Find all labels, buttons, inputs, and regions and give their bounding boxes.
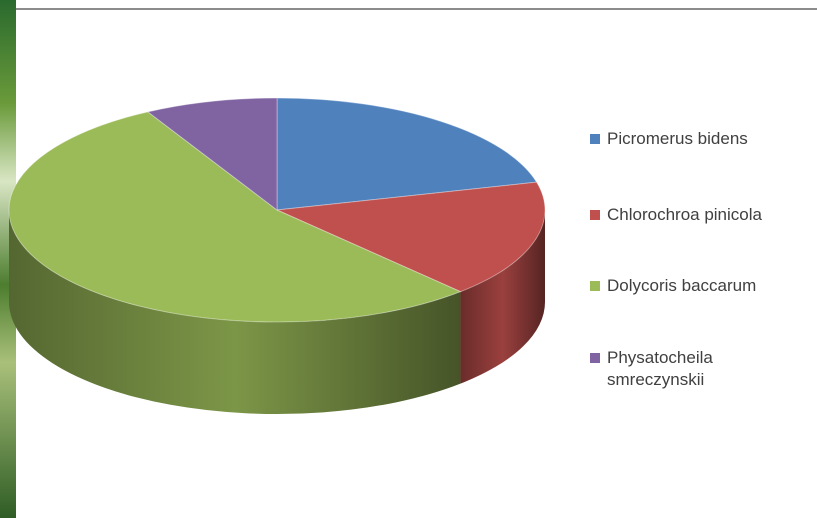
background-photo-strip (0, 0, 16, 518)
legend-swatch-picromerus-bidens (590, 134, 600, 144)
legend-label-physatocheila-smreczynskii: Physatocheila smreczynskii (607, 348, 713, 389)
pie-side-chlorochroa-pinicola (460, 210, 545, 384)
legend-label-dolycoris-baccarum: Dolycoris baccarum (607, 276, 757, 295)
pie-side-dolycoris-baccarum (9, 210, 461, 415)
legend-swatch-physatocheila-smreczynskii (590, 353, 600, 363)
pie-slices (8, 97, 546, 323)
legend-label-picromerus-bidens: Picromerus bidens (607, 129, 748, 148)
pie-sides (9, 210, 545, 415)
legend-item-physatocheila-smreczynskii: Physatocheila smreczynskii (590, 347, 812, 391)
legend-item-picromerus-bidens: Picromerus bidens (590, 128, 812, 150)
legend-swatch-chlorochroa-pinicola (590, 210, 600, 220)
legend-item-dolycoris-baccarum: Dolycoris baccarum (590, 275, 812, 297)
legend-swatch-dolycoris-baccarum (590, 281, 600, 291)
legend-item-chlorochroa-pinicola: Chlorochroa pinicola (590, 204, 812, 226)
legend-label-chlorochroa-pinicola: Chlorochroa pinicola (607, 205, 762, 224)
pie-slice-dolycoris-baccarum (8, 111, 462, 323)
pie-slice-picromerus-bidens (276, 97, 538, 211)
pie-slice-chlorochroa-pinicola (275, 181, 546, 293)
pie-slice-physatocheila-smreczynskii (146, 97, 278, 212)
slide-top-rule (16, 8, 817, 10)
